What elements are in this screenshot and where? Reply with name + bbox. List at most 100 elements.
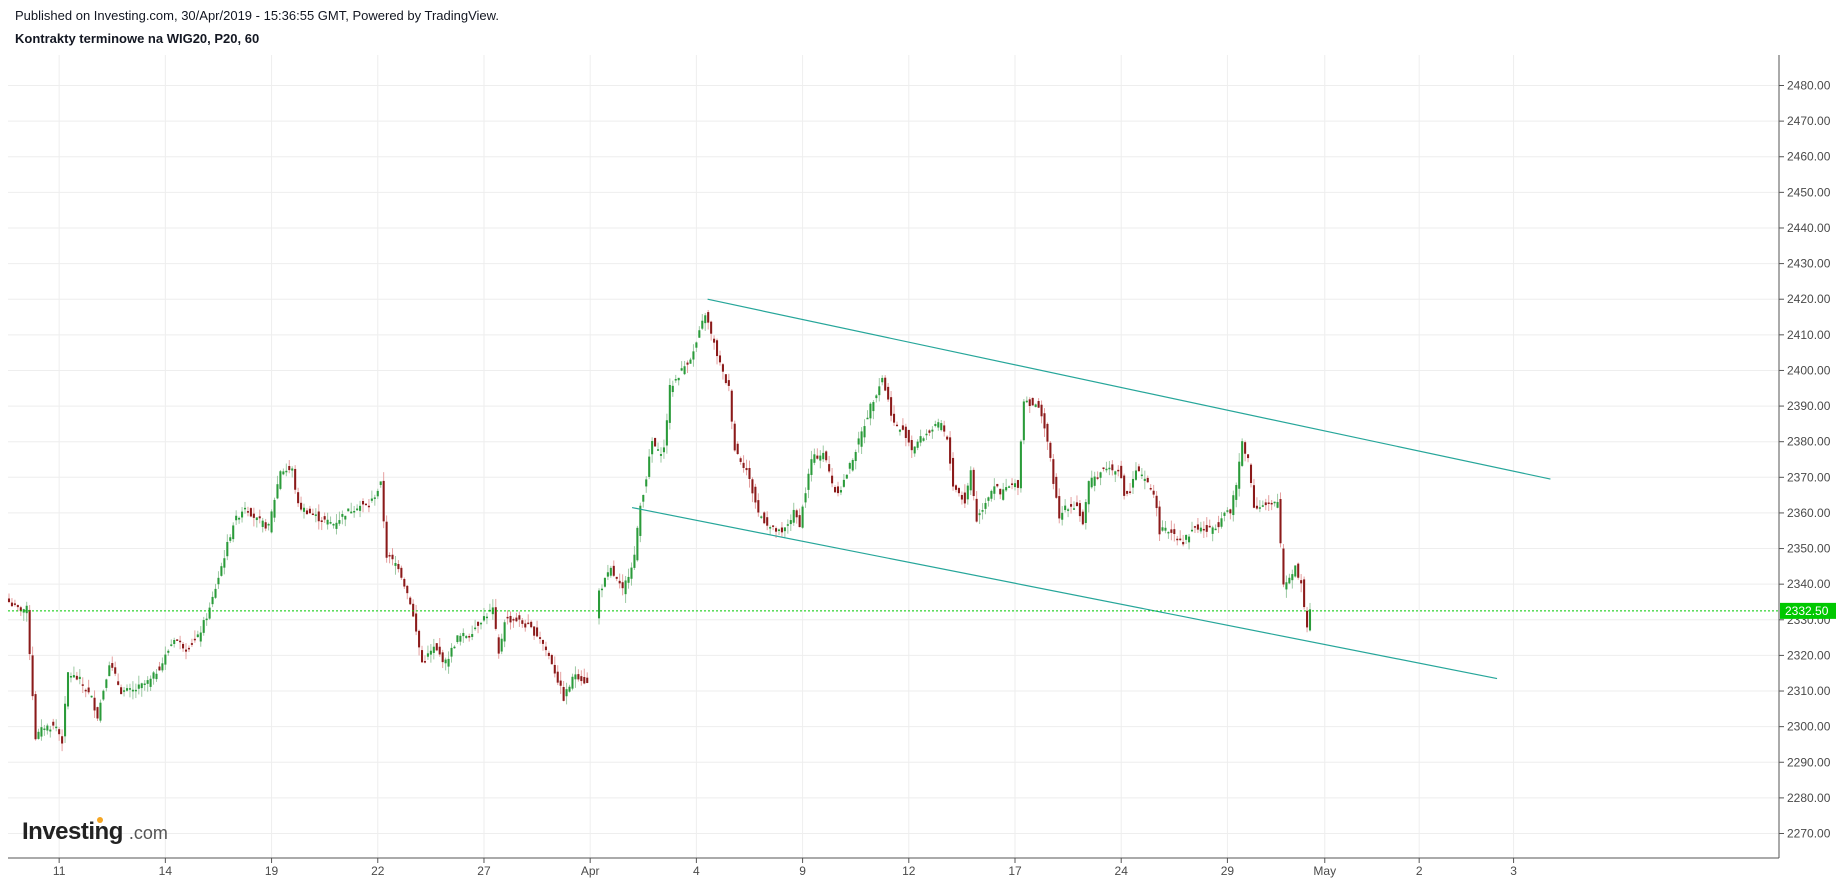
- candle-body: [913, 446, 916, 454]
- candle-body: [1072, 508, 1076, 510]
- candle-body: [1114, 471, 1117, 475]
- candle-body: [541, 639, 545, 644]
- y-tick-label: 2270.00: [1787, 827, 1831, 841]
- candle-body: [1196, 524, 1199, 530]
- y-tick-label: 2470.00: [1787, 114, 1831, 128]
- investing-logo: Investing .com: [22, 817, 168, 846]
- candle-body: [158, 666, 161, 671]
- candle-body: [934, 423, 937, 426]
- candle-body: [376, 490, 379, 497]
- candle-body: [1102, 467, 1105, 470]
- candle-body: [895, 424, 899, 427]
- candle-body: [364, 503, 368, 506]
- candle-body: [241, 511, 244, 518]
- publish-info: Published on Investing.com, 30/Apr/2019 …: [15, 8, 499, 23]
- candle-body: [1161, 527, 1164, 531]
- candle-body: [471, 634, 474, 637]
- candle-body: [754, 486, 757, 503]
- candle-body: [828, 464, 831, 472]
- candle-body: [559, 680, 562, 686]
- y-tick-label: 2430.00: [1787, 257, 1831, 271]
- candle-body: [881, 377, 884, 383]
- y-tick-label: 2310.00: [1787, 684, 1831, 698]
- candle-body: [1043, 413, 1046, 429]
- candle-body: [447, 658, 450, 667]
- last-price-label: 2332.50: [1785, 604, 1829, 618]
- candle-body: [456, 635, 459, 643]
- candle-body: [928, 430, 931, 433]
- candle-body: [226, 541, 229, 557]
- candle-body: [500, 638, 503, 652]
- x-tick-label: 17: [1008, 864, 1022, 878]
- candle-body: [1167, 531, 1170, 534]
- y-tick-label: 2420.00: [1787, 292, 1831, 306]
- candle-body: [108, 665, 111, 677]
- candle-body: [235, 515, 238, 521]
- candle-body: [356, 508, 359, 511]
- candle-body: [450, 647, 453, 657]
- candle-body: [1099, 472, 1102, 478]
- candle-body: [869, 403, 872, 419]
- y-tick-label: 2370.00: [1787, 470, 1831, 484]
- candle-body: [1078, 503, 1081, 517]
- candle-body: [1294, 565, 1297, 577]
- candle-body: [1108, 467, 1111, 470]
- candle-body: [335, 522, 338, 529]
- candle-body: [662, 447, 665, 453]
- candle-body: [636, 527, 639, 561]
- candle-body: [84, 689, 87, 692]
- candle-body: [78, 676, 81, 680]
- candle-body: [170, 644, 173, 646]
- candle-body: [347, 508, 350, 512]
- candle-body: [872, 402, 875, 412]
- candle-body: [978, 513, 981, 516]
- candle-body: [990, 490, 993, 499]
- candle-body: [656, 449, 660, 451]
- candle-body: [332, 523, 335, 526]
- candle-body: [477, 621, 480, 626]
- candle-body: [152, 672, 155, 679]
- candle-body: [600, 588, 604, 591]
- candle-body: [1173, 529, 1176, 535]
- logo-wordmark: Investing: [22, 818, 123, 845]
- candle-body: [609, 567, 612, 576]
- candle-body: [1155, 495, 1158, 509]
- candle-body: [196, 634, 199, 638]
- candle-body: [114, 667, 117, 674]
- candle-body: [182, 643, 185, 649]
- candle-body: [1214, 528, 1217, 531]
- candle-body: [161, 663, 164, 671]
- candle-body: [766, 517, 769, 526]
- candle-body: [1244, 442, 1247, 454]
- candle-body: [300, 502, 303, 510]
- candle-body: [397, 564, 400, 570]
- y-tick-label: 2410.00: [1787, 328, 1831, 342]
- candle-body: [7, 598, 11, 603]
- candle-body: [1137, 466, 1140, 472]
- candle-body: [506, 616, 509, 619]
- candle-body: [831, 475, 834, 484]
- candle-body: [1291, 574, 1294, 581]
- candle-body: [146, 680, 149, 684]
- candle-body: [1093, 476, 1096, 486]
- axes: 2480.00 2470.00 2460.00 2450.00 2440.00 2430.…: [8, 55, 1836, 878]
- candle-body: [642, 494, 645, 502]
- candle-body: [937, 422, 940, 428]
- y-tick-label: 2440.00: [1787, 221, 1831, 235]
- candle-body: [698, 330, 701, 338]
- candle-body: [229, 537, 232, 541]
- candle-body: [524, 623, 527, 628]
- candle-body: [193, 638, 196, 641]
- candle-body: [954, 485, 958, 490]
- candle-body: [786, 524, 789, 526]
- candle-body: [547, 652, 550, 656]
- candle-body: [391, 554, 394, 560]
- candle-body: [568, 686, 571, 692]
- candle-body: [58, 729, 61, 735]
- candle-body: [577, 674, 580, 680]
- candle-body: [131, 689, 134, 692]
- candle-body: [1081, 511, 1084, 525]
- candle-body: [686, 362, 689, 365]
- candle-body: [1223, 512, 1226, 516]
- candle-body: [102, 690, 105, 700]
